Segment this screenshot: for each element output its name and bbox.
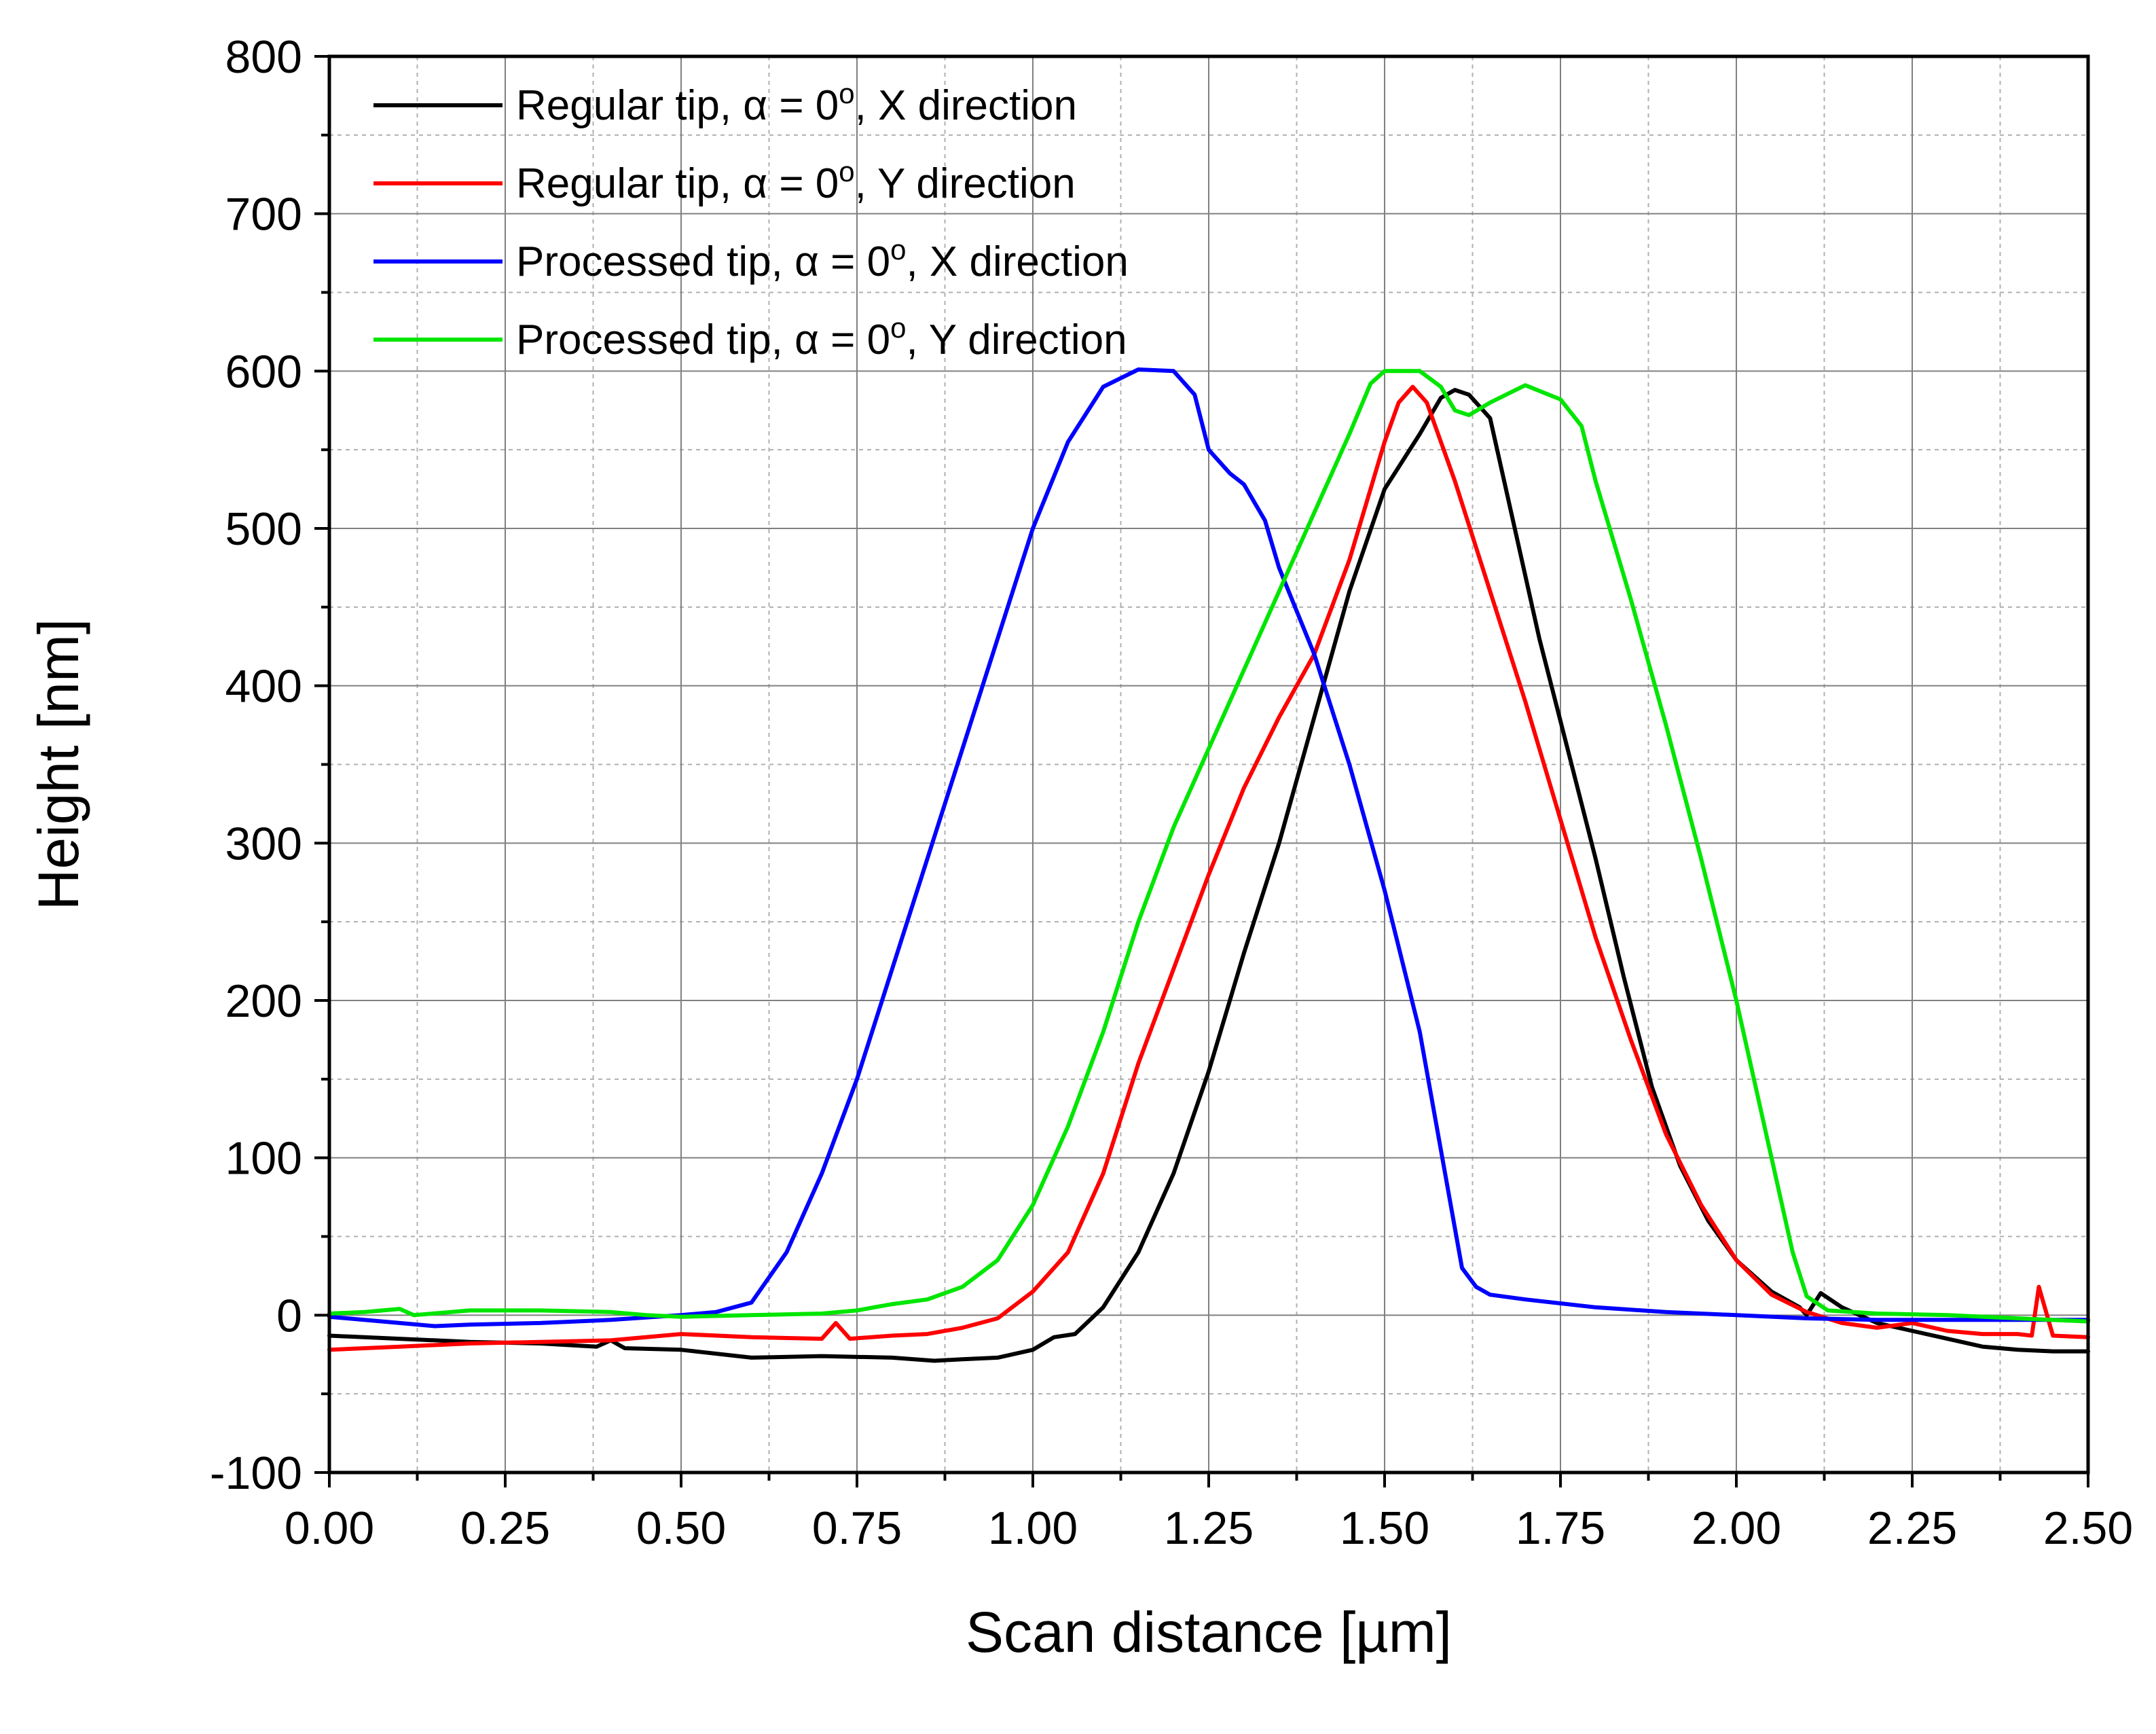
legend-label-1: Regular tip, α = 0o, X direction — [516, 77, 1077, 129]
series-line-3 — [327, 367, 2090, 1329]
x-tick-label: 1.25 — [1164, 1502, 1254, 1554]
x-tick-label: 0.75 — [812, 1502, 902, 1554]
y-tick-label: 0 — [276, 1290, 302, 1341]
series-layer — [327, 367, 2090, 1363]
y-tick-label: 600 — [225, 346, 302, 397]
x-axis-title: Scan distance [µm] — [966, 1600, 1452, 1664]
series-line-2 — [327, 384, 2090, 1352]
x-tick-label: 1.75 — [1516, 1502, 1605, 1554]
series-line-1 — [327, 388, 2090, 1363]
y-tick-label: 400 — [225, 661, 302, 712]
x-tick-label: 0.00 — [285, 1502, 374, 1554]
y-tick-label: 300 — [225, 818, 302, 869]
y-axis-title: Height [nm] — [26, 619, 90, 911]
x-tick-label: 2.50 — [2043, 1502, 2133, 1554]
x-tick-label: 2.00 — [1692, 1502, 1781, 1554]
y-tick-label: 500 — [225, 503, 302, 555]
x-tick-label: 1.00 — [988, 1502, 1078, 1554]
x-tick-label: 1.50 — [1340, 1502, 1429, 1554]
y-tick-label: -100 — [210, 1447, 302, 1499]
x-tick-label: 2.25 — [1867, 1502, 1957, 1554]
tick-marks — [314, 55, 2089, 1487]
x-tick-label: 0.50 — [636, 1502, 726, 1554]
tick-labels: 0.00 0.25 0.50 0.75 1.00 1.25 1.50 1.75 2.00 2.25… — [210, 31, 2133, 1554]
series-line-4 — [327, 369, 2090, 1324]
legend: Regular tip, α = 0o, X direction Regular … — [373, 77, 1129, 363]
y-tick-label: 800 — [225, 31, 302, 83]
y-tick-label: 100 — [225, 1133, 302, 1185]
x-tick-label: 0.25 — [460, 1502, 550, 1554]
legend-label-3: Processed tip, α = 0o, X direction — [516, 234, 1129, 285]
legend-label-2: Regular tip, α = 0o, Y direction — [516, 156, 1076, 207]
y-tick-label: 200 — [225, 975, 302, 1027]
legend-label-4: Processed tip, α = 0o, Y direction — [516, 312, 1127, 363]
y-tick-label: 700 — [225, 189, 302, 240]
